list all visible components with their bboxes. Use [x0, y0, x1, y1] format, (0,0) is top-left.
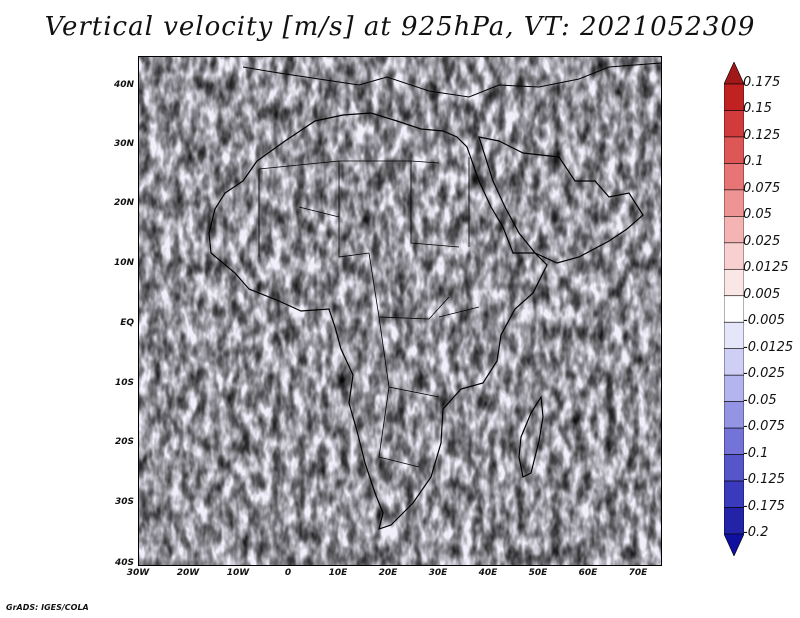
colorbar-tick-label: -0.1	[743, 445, 769, 461]
colorbar-segment	[724, 62, 744, 85]
colorbar-tick-label: -0.2	[743, 525, 769, 540]
colorbar-tick-label: -0.0125	[743, 339, 794, 355]
colorbar-segment	[724, 374, 744, 402]
colorbar-tick-label: -0.005	[743, 313, 785, 329]
chart-title: Vertical velocity [m/s] at 925hPa, VT: 2…	[44, 12, 756, 42]
colorbar-tick-label: 0.175	[743, 75, 781, 90]
arabia-coastline	[478, 136, 644, 264]
colorbar-segment	[724, 348, 744, 376]
colorbar-tick-label: -0.025	[743, 366, 785, 382]
colorbar-tick-label: 0.0125	[743, 260, 789, 276]
lat-label-30s: 30S	[114, 497, 134, 507]
colorbar-segment	[724, 401, 744, 429]
colorbar-segment	[724, 83, 744, 111]
lon-label-50e: 50E	[528, 568, 548, 578]
colorbar-segment	[724, 295, 744, 323]
colorbar-tick-label: -0.05	[743, 392, 777, 408]
madagascar-coastline	[518, 395, 544, 478]
lat-label-40s: 40S	[114, 558, 134, 568]
lon-label-0: 0	[284, 568, 292, 578]
lat-label-10s: 10S	[114, 378, 134, 388]
lon-label-60e: 60E	[578, 568, 598, 578]
lat-label-20s: 20S	[114, 437, 134, 447]
colorbar-segment	[724, 216, 744, 244]
lon-label-10w: 10W	[226, 568, 250, 578]
lon-label-30w: 30W	[126, 568, 150, 578]
lat-label-10n: 10N	[113, 258, 134, 268]
colorbar-segment	[724, 163, 744, 191]
colorbar-segment	[724, 110, 744, 138]
lon-label-20w: 20W	[176, 568, 200, 578]
colorbar-segment	[724, 480, 744, 508]
colorbar-tick-label: -0.075	[743, 419, 785, 435]
vertical-velocity-field	[139, 57, 661, 565]
colorbar-segment	[724, 321, 744, 350]
colorbar-tick-label: 0.025	[743, 233, 781, 249]
lon-label-40e: 40E	[478, 568, 498, 578]
country-borders	[258, 157, 480, 468]
lon-label-30e: 30E	[428, 568, 448, 578]
africa-coastline	[208, 112, 548, 530]
colorbar-tick-label: 0.125	[743, 127, 781, 143]
lon-label-70e: 70E	[628, 568, 648, 578]
grads-credit: GrADS: IGES/COLA	[6, 603, 89, 612]
lat-label-20n: 20N	[113, 198, 134, 208]
map-panel	[138, 56, 662, 566]
lat-label-eq: EQ	[120, 318, 134, 328]
colorbar-segment	[724, 454, 744, 482]
colorbar-segment	[724, 189, 744, 217]
colorbar-tick-label: 0.05	[743, 207, 772, 223]
colorbar-tick-label: 0.005	[743, 286, 781, 302]
colorbar-tick-label: -0.125	[743, 472, 785, 488]
europe-coastline	[242, 62, 661, 98]
colorbar-segment	[724, 533, 744, 556]
lon-label-10e: 10E	[328, 568, 348, 578]
lat-label-40n: 40N	[113, 80, 134, 90]
colorbar-tick-label: 0.075	[743, 180, 781, 196]
colorbar-segment	[724, 268, 744, 297]
colorbar-segment	[724, 136, 744, 164]
colorbar	[724, 62, 744, 556]
colorbar-tick-label: 0.15	[743, 101, 772, 117]
colorbar-segment	[724, 427, 744, 455]
colorbar-tick-label: 0.1	[743, 154, 764, 170]
colorbar-segment	[724, 507, 744, 535]
colorbar-tick-label: -0.175	[743, 498, 785, 514]
lat-label-30n: 30N	[113, 139, 134, 149]
colorbar-segment	[724, 242, 744, 270]
lon-label-20e: 20E	[378, 568, 398, 578]
